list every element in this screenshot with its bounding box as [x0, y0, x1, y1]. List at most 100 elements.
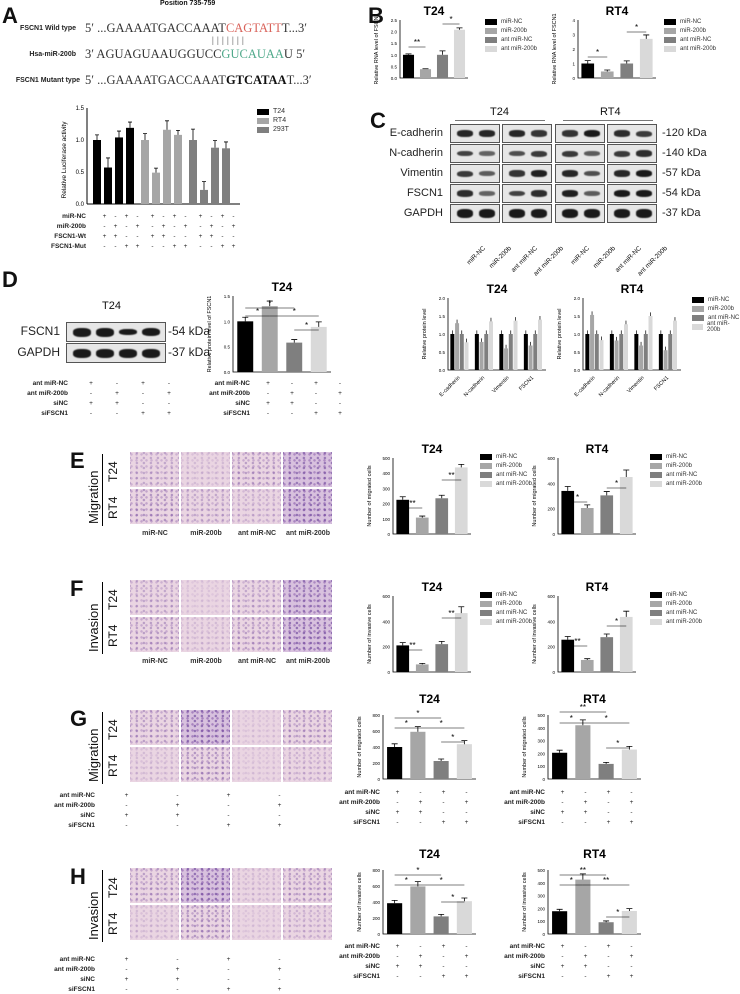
micrograph [130, 452, 179, 487]
protein-band [584, 170, 600, 177]
treatment-value: - [630, 808, 633, 816]
micrograph [181, 489, 230, 524]
seq-seed: GUCAUAA [221, 47, 284, 61]
treatment-value: - [227, 801, 230, 809]
protein-label: E-cadherin [389, 127, 443, 139]
protein-band [457, 190, 473, 197]
svg-text:*: * [405, 719, 408, 728]
treatment-value: - [630, 942, 633, 950]
rna-chart-rt4: RT4 Relative RNA level of FSCN1 0 1 2 3 4 * * [550, 2, 660, 89]
treatment-row: siFSCN1 - - + + [40, 820, 305, 830]
blot-strip [450, 124, 500, 143]
treatment-value: + [560, 962, 565, 970]
protein-label: GAPDH [403, 207, 443, 219]
treatment-value: + [606, 788, 611, 796]
treatment-value: + [560, 808, 565, 816]
protein-band [96, 348, 114, 358]
legend-label: miR-NC [501, 18, 523, 25]
protein-band [119, 348, 137, 358]
legend-item: ant miR-200b [692, 321, 740, 333]
treatment-row: FSCN1-Mut - - + + - - + + - - + + [30, 241, 239, 251]
cell-line-label: T24 [106, 877, 120, 898]
treatment-label: siNC [235, 399, 250, 407]
treatment-value: + [161, 222, 166, 230]
seq-suffix: T...3′ [281, 21, 307, 35]
treatment-value: - [125, 821, 128, 829]
assay-label: Migration [86, 728, 101, 782]
treatment-row: siNC + + - - [325, 961, 478, 971]
svg-text:*: * [440, 876, 443, 885]
treatment-label: siFSCN1 [68, 821, 95, 829]
legend-label: T24 [273, 108, 286, 115]
treatment-value: - [561, 972, 564, 980]
svg-text:0: 0 [377, 777, 380, 782]
treatment-label: miR-NC [62, 212, 86, 220]
treatment-row: ant miR-200b - + - + [490, 797, 643, 807]
svg-text:0.0: 0.0 [391, 76, 398, 81]
treatment-value: - [584, 818, 587, 826]
treatment-label: siNC [365, 808, 380, 816]
treatment-value: - [136, 212, 139, 220]
legend-item: miR-200b [485, 26, 537, 35]
svg-text:*: * [605, 714, 608, 723]
legend-label: miR-200b [666, 600, 693, 607]
legend-label: ant miR-200b [666, 480, 703, 487]
svg-text:2.0: 2.0 [574, 296, 581, 301]
y-ticks: 0.0 0.5 1.0 1.5 [76, 106, 85, 208]
treatment-row: ant miR-NC + - + - [40, 954, 305, 964]
legend-item: miR-200b [480, 461, 532, 470]
protein-label: Vimentin [400, 167, 443, 179]
legend-label: miR-NC [666, 453, 688, 460]
legend-label: ant miR-NC [680, 36, 712, 43]
treatment-row: siFSCN1 - - + + [40, 984, 305, 994]
micrograph [283, 580, 332, 615]
blot-strip [450, 144, 500, 163]
svg-text:**: ** [448, 471, 454, 480]
protein-band [636, 190, 652, 197]
divider [102, 454, 103, 526]
cell-line-label: T24 [106, 589, 120, 610]
svg-text:200: 200 [547, 507, 555, 512]
treatment-row: siFSCN1 - - + + [490, 971, 643, 981]
treatment-value: - [419, 942, 422, 950]
micrograph [283, 905, 332, 940]
treatment-value: + [606, 942, 611, 950]
legend-label: RT4 [273, 117, 287, 124]
treatment-value: + [124, 242, 129, 250]
svg-text:*: * [268, 299, 271, 308]
treatment-value: + [395, 942, 400, 950]
treatment-value: - [115, 409, 119, 417]
treatment-value: - [114, 212, 117, 220]
svg-text:RT4: RT4 [583, 847, 606, 861]
svg-text:0.5: 0.5 [224, 345, 231, 350]
treatment-row: siNC + + - - [190, 398, 352, 408]
protein-band [509, 130, 525, 137]
protein-band [562, 209, 578, 218]
treatment-row: siNC + + - - [325, 807, 478, 817]
micrograph [283, 710, 332, 745]
treatment-value: - [167, 399, 171, 407]
protein-band [614, 209, 630, 218]
micrograph [181, 710, 230, 745]
svg-text:0.0: 0.0 [574, 368, 581, 373]
treatment-label: siNC [365, 962, 380, 970]
svg-text:**: ** [580, 866, 586, 875]
treatment-value: + [172, 212, 177, 220]
protein-band [142, 327, 160, 337]
legend-item: miR-200b [692, 304, 740, 313]
protein-band [531, 130, 547, 137]
legend-label: miR-200b [666, 462, 693, 469]
treatment-row: ant miR-NC + - + - [490, 941, 643, 951]
treatment-value: + [418, 808, 423, 816]
svg-text:0.5: 0.5 [574, 350, 581, 355]
divider [102, 582, 103, 654]
micrograph [283, 617, 332, 652]
treatment-label: ant miR-NC [344, 788, 380, 796]
cell-line-label: RT4 [106, 912, 120, 935]
treatment-table-d-blot: ant miR-NC + - + - ant miR-200b - + - + siNC + + - - si… [8, 378, 182, 418]
mutant-type-sequence: 5′ ...GAAAATGACCAAATGTCATAAT...3′ [85, 73, 312, 88]
legend-item: ant miR-NC [664, 35, 716, 44]
cell-line-label: RT4 [106, 624, 120, 647]
treatment-value: - [227, 965, 230, 973]
treatment-value: + [395, 808, 400, 816]
